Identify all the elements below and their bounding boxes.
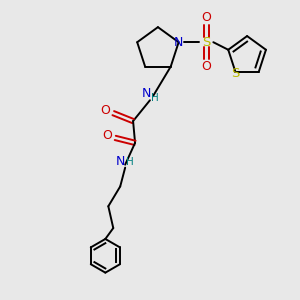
Text: O: O: [202, 11, 211, 24]
Text: O: O: [202, 61, 211, 74]
Text: O: O: [100, 104, 110, 117]
Text: S: S: [202, 36, 211, 49]
Text: O: O: [102, 129, 112, 142]
Text: S: S: [231, 68, 240, 80]
Text: N: N: [174, 36, 183, 49]
Text: N: N: [116, 155, 125, 168]
Text: N: N: [141, 87, 151, 100]
Text: H: H: [151, 93, 159, 103]
Text: H: H: [126, 157, 134, 167]
